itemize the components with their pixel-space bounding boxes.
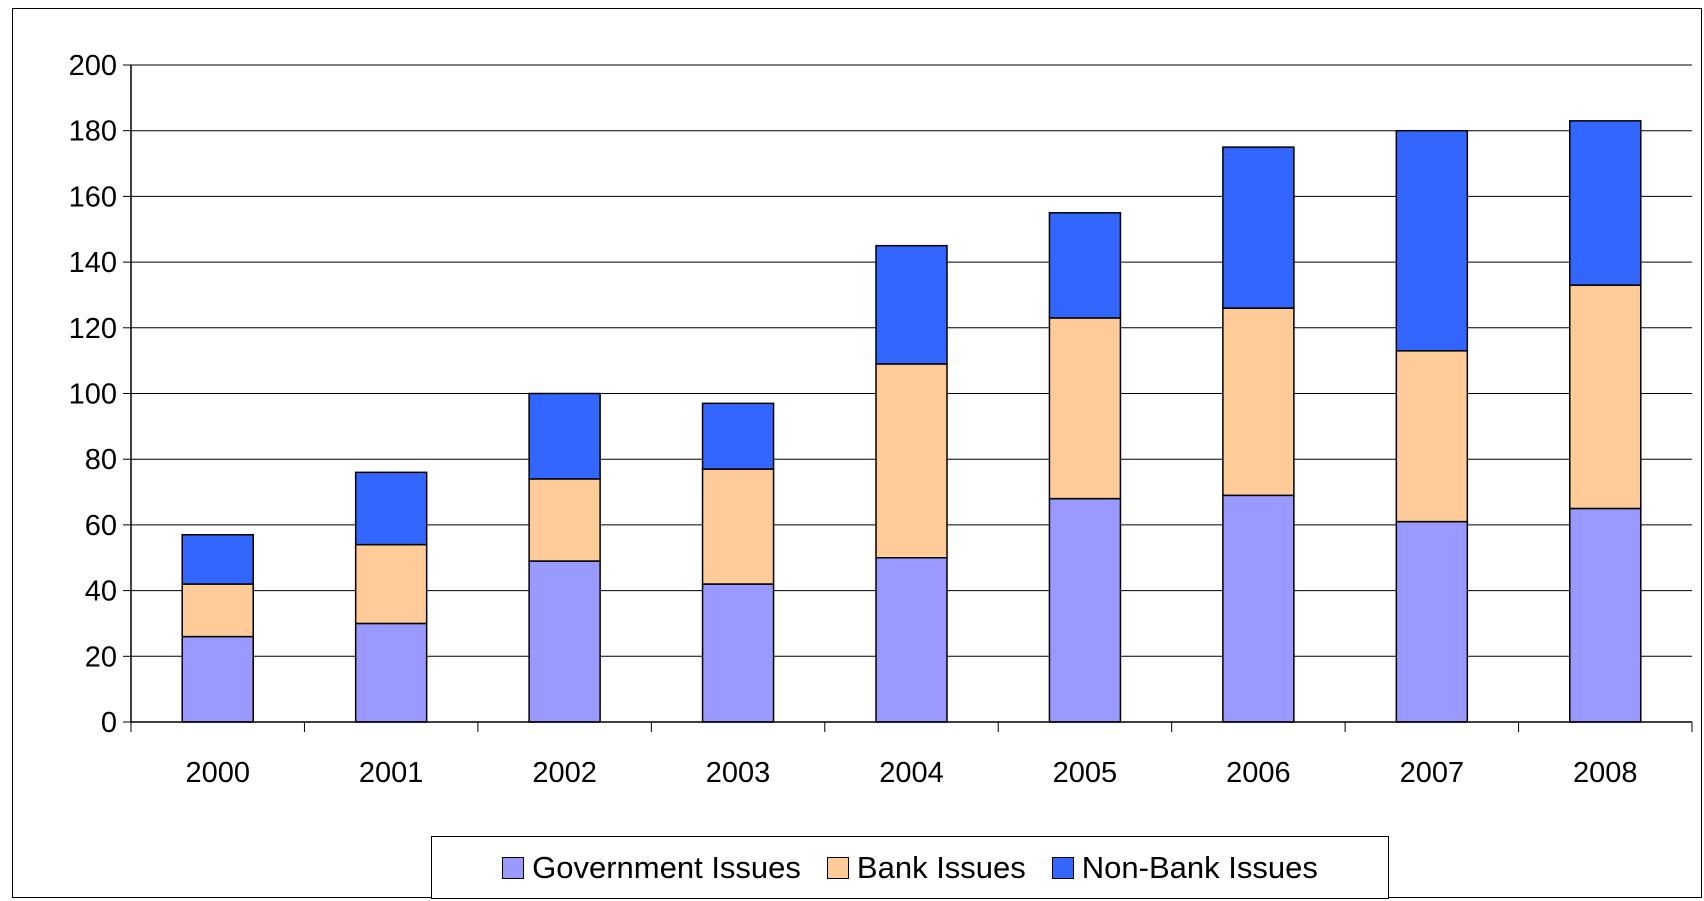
bar-2002-series-0 [528, 560, 601, 723]
bar-2000-series-2 [181, 534, 254, 585]
x-tick-label-2003: 2003 [706, 757, 771, 789]
bar-2007-series-2 [1395, 129, 1469, 352]
bars [181, 120, 1642, 723]
bar-2008-series-1 [1569, 284, 1642, 510]
legend-label-government: Government Issues [532, 849, 801, 885]
bar-2001-series-0 [354, 622, 428, 723]
y-tick-label-100: 100 [69, 379, 117, 411]
bar-2004-series-1 [875, 363, 948, 559]
x-tick-label-2002: 2002 [532, 757, 597, 789]
axes [123, 64, 1693, 732]
bar-2005-series-0 [1048, 497, 1122, 723]
bar-2006-series-1 [1222, 307, 1295, 497]
y-tick-label-0: 0 [101, 707, 117, 739]
legend-item-government: Government Issues [502, 850, 801, 886]
bar-2007-series-0 [1395, 520, 1469, 723]
bar-2001-series-1 [354, 543, 428, 625]
bar-2003-series-1 [701, 468, 775, 585]
bar-2007-series-1 [1395, 350, 1469, 523]
y-tick-label-140: 140 [69, 247, 117, 279]
bar-2000-series-1 [181, 583, 254, 638]
bar-2008-series-2 [1569, 120, 1642, 286]
bar-2003-series-0 [701, 583, 775, 723]
x-tick-label-2000: 2000 [185, 757, 250, 789]
x-tick-label-2004: 2004 [879, 757, 944, 789]
y-tick-label-80: 80 [85, 444, 117, 476]
x-tick-label-2001: 2001 [359, 757, 424, 789]
bar-2005-series-2 [1048, 212, 1122, 319]
x-tick-label-2008: 2008 [1573, 757, 1638, 789]
bar-2000-series-0 [181, 635, 254, 723]
legend: Government Issues Bank Issues Non-Bank I… [431, 836, 1389, 899]
legend-label-non-bank: Non-Bank Issues [1081, 849, 1318, 885]
bar-2002-series-2 [528, 392, 601, 480]
y-tick-label-120: 120 [69, 313, 117, 345]
legend-label-bank: Bank Issues [856, 849, 1026, 885]
legend-swatch-government [502, 856, 525, 879]
legend-swatch-non-bank [1051, 856, 1074, 879]
bar-2006-series-2 [1222, 146, 1295, 309]
x-tick-label-2005: 2005 [1053, 757, 1118, 789]
bar-2005-series-1 [1048, 317, 1122, 500]
y-tick-label-200: 200 [69, 50, 117, 82]
y-tick-label-160: 160 [69, 181, 117, 213]
x-tick-label-2007: 2007 [1400, 757, 1465, 789]
tick-labels: 0 20 40 60 80 100 120 140 160 180 200 2000 2001 2002 2… [69, 50, 1638, 789]
bar-2004-series-2 [875, 244, 948, 365]
bar-2002-series-1 [528, 478, 601, 562]
x-tick-label-2006: 2006 [1226, 757, 1291, 789]
legend-item-non-bank: Non-Bank Issues [1051, 849, 1318, 886]
legend-item-bank: Bank Issues [826, 849, 1026, 886]
y-tick-label-40: 40 [85, 576, 117, 608]
legend-swatch-bank [826, 856, 849, 879]
bar-2006-series-0 [1222, 494, 1295, 723]
bar-2003-series-2 [701, 402, 775, 470]
bar-2008-series-0 [1569, 507, 1642, 723]
y-tick-label-20: 20 [85, 641, 117, 673]
bar-2001-series-2 [354, 471, 428, 546]
y-tick-label-180: 180 [69, 116, 117, 148]
y-tick-label-60: 60 [85, 510, 117, 542]
bar-2004-series-0 [875, 557, 948, 723]
